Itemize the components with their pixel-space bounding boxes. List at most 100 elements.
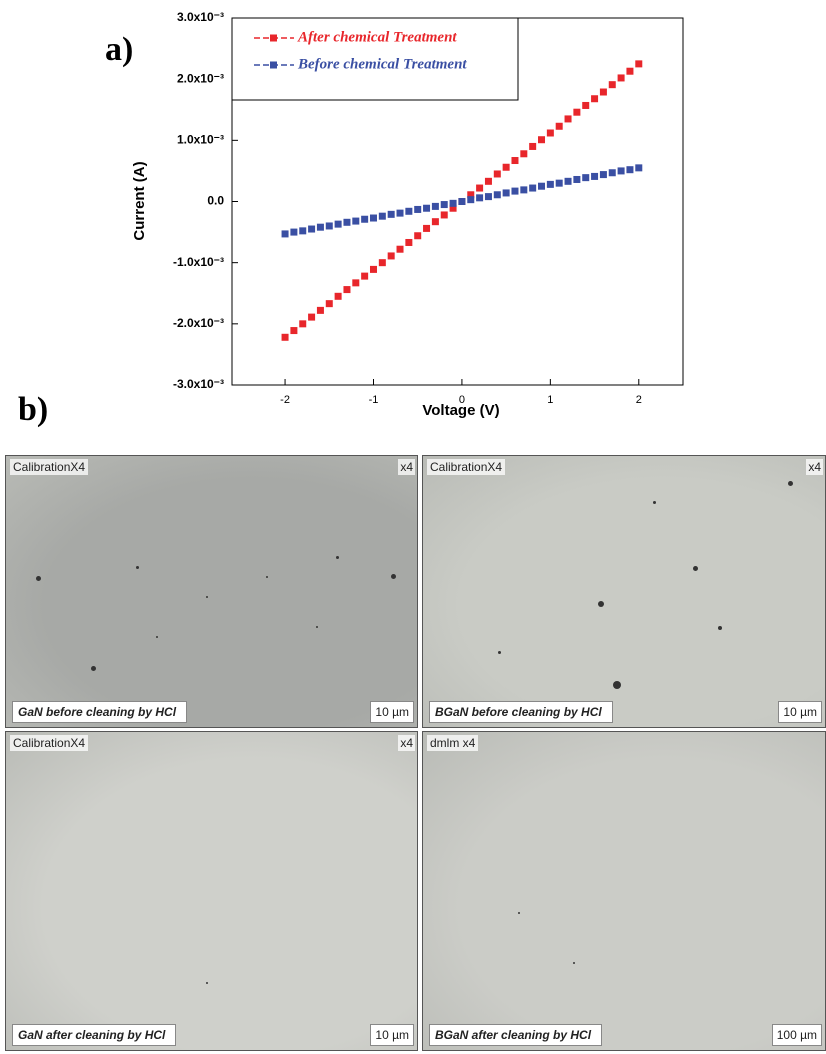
particle (718, 626, 722, 630)
data-point (555, 122, 563, 130)
x-tick-label: -1 (369, 394, 379, 406)
data-point (591, 95, 599, 103)
data-point (325, 300, 333, 308)
data-point (316, 306, 324, 314)
data-point (538, 182, 546, 190)
legend-label: After chemical Treatment (297, 29, 457, 45)
particle (613, 681, 621, 689)
micrograph-label: CalibrationX4 (427, 459, 506, 475)
scale-bar: 10 µm (778, 701, 822, 723)
micrograph-label: dmlm x4 (427, 735, 479, 751)
x-tick-label: 0 (459, 394, 465, 406)
data-point (299, 227, 307, 235)
data-point (325, 222, 333, 230)
micrograph: dmlm x4 BGaN after cleaning by HCl 100 µm (422, 731, 826, 1051)
micrograph-label: CalibrationX4 (10, 459, 89, 475)
data-point (467, 196, 475, 204)
data-point (290, 228, 298, 236)
data-point (414, 232, 422, 240)
data-point (564, 177, 572, 185)
magnification: x4 (398, 459, 415, 475)
data-point (440, 211, 448, 219)
legend-marker (270, 61, 277, 69)
data-point (387, 210, 395, 218)
data-point (405, 238, 413, 246)
particle (206, 982, 208, 984)
panel-label: a) (105, 31, 133, 68)
legend-box (231, 17, 519, 101)
data-point (405, 207, 413, 215)
data-point (387, 252, 395, 260)
data-point (635, 164, 643, 172)
data-point (334, 292, 342, 300)
micrograph-caption: GaN after cleaning by HCl (12, 1024, 177, 1046)
micrograph: CalibrationX4 x4 GaN after cleaning by HCl… (5, 731, 418, 1051)
data-point (467, 191, 475, 199)
particle (336, 556, 339, 559)
particle (391, 574, 396, 579)
micrograph: CalibrationX4 x4 GaN before cleaning by HC… (5, 455, 418, 728)
particle (136, 566, 139, 569)
data-point (582, 174, 590, 182)
micrograph: CalibrationX4 x4 BGaN before cleaning by H… (422, 455, 826, 728)
data-point (281, 333, 289, 341)
data-point (484, 193, 492, 201)
panel-label: b) (18, 391, 48, 428)
y-tick-label: 2.0x10⁻³ (177, 71, 224, 85)
y-tick-label: -2.0x10⁻³ (173, 316, 224, 330)
legend-label: Before chemical Treatment (297, 56, 467, 72)
data-point (502, 163, 510, 171)
data-point (529, 184, 537, 192)
data-point (458, 198, 466, 205)
data-point (343, 218, 351, 226)
data-point (316, 223, 324, 231)
data-point (369, 214, 377, 222)
particle (598, 601, 604, 607)
data-point (617, 74, 625, 82)
micrograph-caption: BGaN before cleaning by HCl (429, 701, 613, 723)
data-point (573, 108, 581, 116)
data-point (378, 259, 386, 267)
particle (266, 576, 268, 578)
data-point (529, 142, 537, 150)
particle (573, 962, 575, 964)
particle (156, 636, 158, 638)
data-point (449, 204, 457, 212)
data-point (361, 215, 369, 223)
data-point (396, 209, 404, 217)
data-point (431, 202, 439, 210)
data-point (352, 279, 360, 287)
x-axis-title: Voltage (V) (422, 402, 499, 419)
data-point (591, 172, 599, 180)
magnification: x4 (806, 459, 823, 475)
y-axis-title: Current (A) (131, 161, 148, 240)
micrograph-caption: BGaN after cleaning by HCl (429, 1024, 603, 1046)
magnification: x4 (398, 735, 415, 751)
data-point (290, 327, 298, 335)
chart: a) b) Voltage (V) Current (A) -3.0x10⁻³ -… (18, 10, 684, 428)
data-point (449, 199, 457, 207)
y-tick-label: -1.0x10⁻³ (173, 255, 224, 269)
particle (36, 576, 41, 581)
data-point (546, 180, 554, 188)
particle (693, 566, 698, 571)
scale-bar: 100 µm (771, 1024, 822, 1046)
data-point (608, 81, 616, 89)
data-point (626, 67, 634, 75)
data-point (599, 171, 607, 179)
scale-bar: 10 µm (370, 1024, 414, 1046)
data-point (476, 194, 484, 202)
data-point (564, 115, 572, 123)
y-tick-label: -3.0x10⁻³ (173, 377, 224, 391)
y-tick-label: 0.0 (207, 194, 224, 208)
data-point (617, 167, 625, 175)
particle (788, 481, 793, 486)
data-point (555, 179, 563, 187)
x-tick-label: 1 (547, 394, 553, 406)
particle (316, 626, 318, 628)
data-point (308, 225, 316, 233)
data-point (626, 166, 634, 174)
y-tick-label: 3.0x10⁻³ (177, 10, 224, 24)
data-point (493, 170, 501, 178)
